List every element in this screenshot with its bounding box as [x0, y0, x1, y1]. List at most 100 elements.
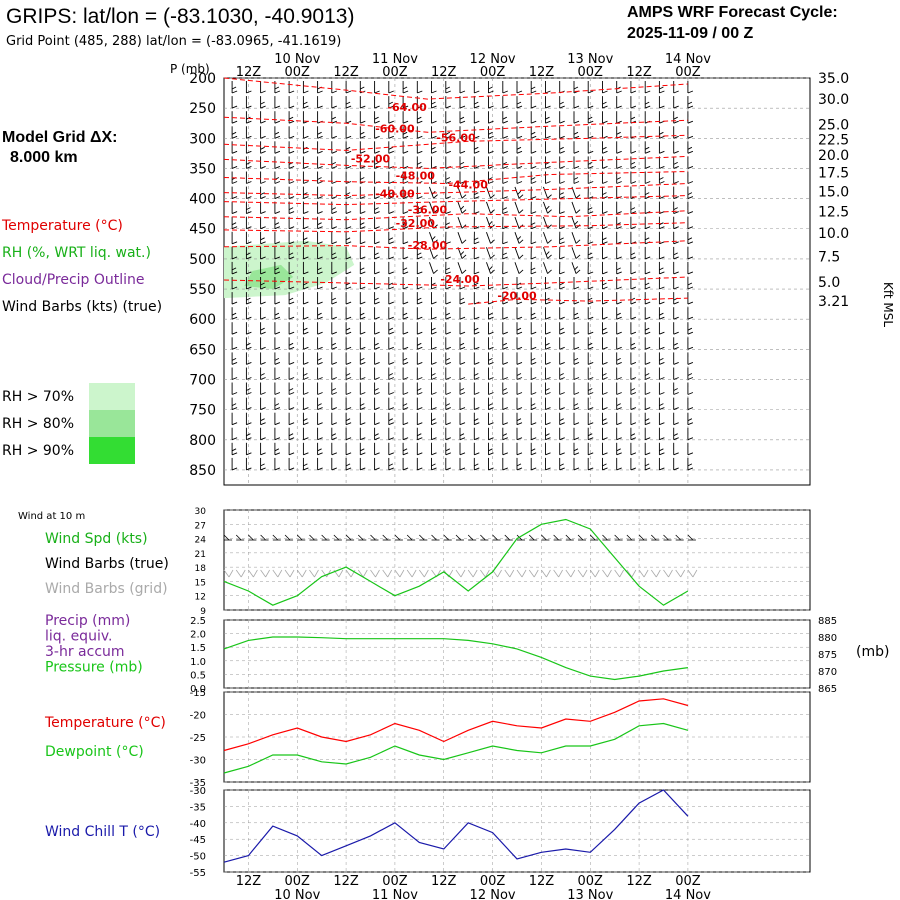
- wind-barb-flag: [630, 90, 637, 94]
- wind-barb-flag: [231, 286, 238, 290]
- wind-barb-flag: [274, 90, 281, 94]
- wind-barb: [502, 412, 508, 426]
- wind-barb: [402, 141, 409, 154]
- wind-barb-flag: [433, 239, 438, 244]
- wind-barb: [658, 292, 665, 305]
- wind-barb-flag: [559, 467, 565, 471]
- wind-barb-flag: [502, 226, 508, 230]
- wind-barb-flag: [274, 256, 281, 260]
- wind-barb-flag: [445, 403, 451, 407]
- wind-barb-true: [638, 534, 645, 541]
- wind-barb-flag: [260, 418, 265, 422]
- wind-barb: [630, 216, 637, 230]
- wind-barb-flag: [231, 331, 238, 335]
- wind-barb: [658, 442, 665, 456]
- wind-barb: [457, 247, 467, 259]
- wind-barb-flag: [573, 286, 580, 290]
- wind-barb-flag: [459, 105, 466, 109]
- wind-barb-flag: [345, 407, 352, 411]
- wind-barb-flag: [687, 452, 694, 456]
- wind-barb-flag: [673, 342, 678, 346]
- wind-barb: [402, 186, 409, 200]
- wind-barb: [416, 231, 423, 245]
- wind-barb: [673, 337, 679, 350]
- wind-barb: [486, 247, 495, 259]
- wind-barb-flag: [360, 196, 366, 200]
- wind-barb: [288, 96, 295, 109]
- wind-barb-flag: [260, 373, 265, 376]
- wind-barb-flag: [687, 271, 694, 275]
- wind-barb-flag: [518, 239, 524, 244]
- wind-barb-grid: [521, 569, 527, 578]
- wind-barb-flag: [616, 467, 622, 471]
- wind-barb-flag: [645, 467, 651, 471]
- wind-barb: [288, 126, 295, 139]
- wind-barb-flag: [360, 346, 366, 350]
- wind-barb-flag: [645, 286, 651, 290]
- wind-barb: [530, 292, 537, 305]
- wind-barb-flag: [602, 120, 608, 124]
- wind-barb: [388, 246, 394, 260]
- wind-barb-flag: [659, 105, 665, 109]
- wind-barb-flag: [490, 239, 495, 244]
- isotherm-label: -52.00: [351, 152, 391, 165]
- wind-barb-flag: [303, 286, 309, 290]
- wind-barb: [416, 457, 423, 471]
- wind-barb-flag: [575, 254, 581, 259]
- wind-barb: [658, 171, 665, 184]
- wind-barb-flag: [445, 437, 451, 441]
- wind-barb-flag: [673, 135, 679, 139]
- wind-barb-flag: [587, 207, 593, 211]
- wind-barb-flag: [388, 150, 394, 154]
- wind-barb-flag: [288, 346, 295, 350]
- wind-barb: [457, 201, 467, 214]
- wind-barb-flag: [360, 177, 365, 180]
- wind-barb-flag: [531, 120, 537, 124]
- wind-barb-flag: [588, 105, 594, 109]
- wind-barb: [488, 382, 494, 395]
- wind-barb-flag: [374, 252, 379, 256]
- wind-barb-flag: [602, 437, 608, 441]
- wind-barb-flag: [402, 135, 409, 139]
- wind-barb: [317, 292, 323, 305]
- wind-barb: [317, 216, 323, 230]
- wind-barb: [231, 277, 238, 290]
- wind-barb-flag: [474, 120, 480, 124]
- pressure-tick-label: 500: [189, 252, 216, 268]
- wind-barb-flag: [673, 226, 679, 230]
- wind-barb-flag: [502, 241, 508, 245]
- wind-barb-flag: [630, 433, 636, 437]
- wind-barb-flag: [516, 282, 522, 286]
- wind-barb-flag: [374, 271, 380, 275]
- wind-barb-flag: [274, 120, 281, 124]
- wind-barb-flag: [602, 271, 608, 275]
- wind-barb-flag: [360, 135, 366, 139]
- wind-barb: [288, 186, 295, 200]
- wind-barb: [602, 261, 608, 275]
- wind-barb-flag: [288, 361, 295, 365]
- wind-barb-flag: [260, 271, 266, 275]
- wind-barb: [359, 126, 366, 139]
- wind-barb-flag: [274, 135, 281, 139]
- wind-barb-flag: [616, 177, 621, 180]
- pressure-unit-label: (mb): [856, 644, 889, 660]
- wind-barb-grid: [240, 569, 246, 578]
- wind-barb-flag: [459, 467, 466, 471]
- wind-barb-flag: [317, 407, 323, 411]
- wind-barb-grid: [643, 569, 649, 578]
- wind-barb-flag: [388, 226, 394, 230]
- wind-barb: [260, 141, 266, 154]
- wind-barb-flag: [331, 90, 337, 94]
- wind-barb-flag: [445, 312, 451, 316]
- wind-barb-grid: [509, 569, 515, 578]
- wind-barb-flag: [474, 346, 480, 350]
- wind-barb: [459, 141, 466, 154]
- wind-barb: [488, 352, 494, 365]
- wind-barb: [245, 216, 252, 230]
- wind-barb: [545, 307, 551, 320]
- wind-barb-flag: [288, 331, 295, 335]
- wind-barb: [587, 397, 594, 411]
- wind-barb: [644, 397, 651, 411]
- wind-barb: [644, 307, 651, 320]
- wind-barb: [559, 427, 565, 441]
